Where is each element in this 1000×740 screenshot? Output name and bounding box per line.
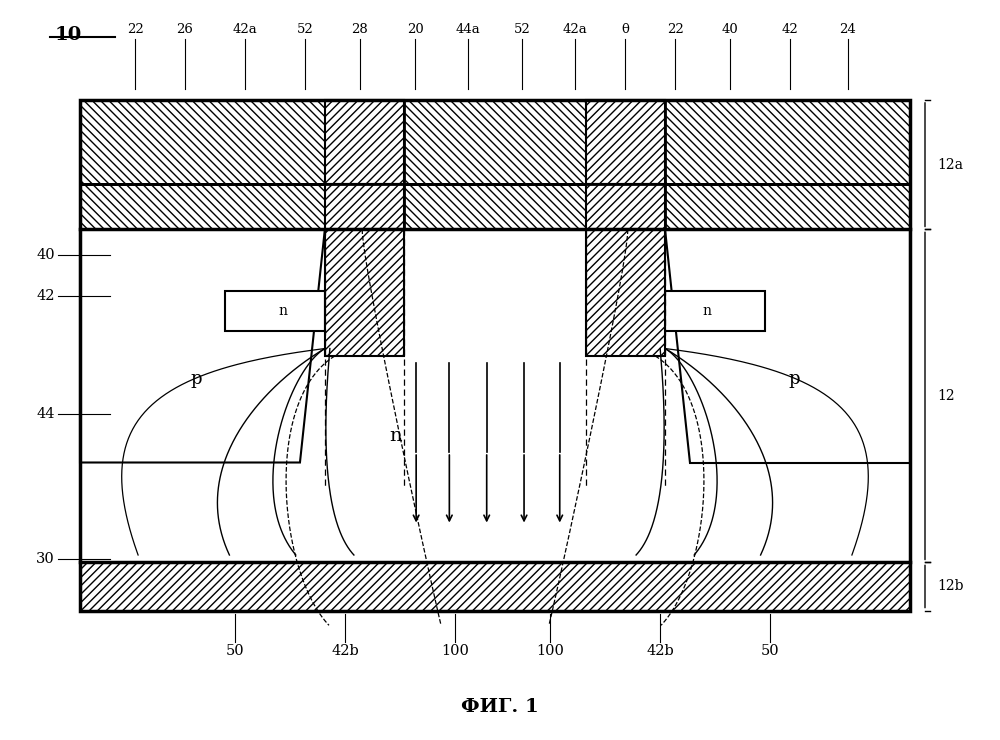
Bar: [80, 184, 325, 229]
Bar: [80, 562, 910, 610]
Text: 12a: 12a: [937, 158, 963, 172]
Bar: [404, 184, 586, 229]
Text: 50: 50: [761, 644, 779, 658]
Text: 30: 30: [36, 552, 55, 565]
Text: p: p: [788, 370, 800, 388]
Text: 44a: 44a: [456, 22, 480, 36]
Text: 12: 12: [937, 389, 955, 403]
Bar: [586, 184, 665, 229]
Text: 42b: 42b: [331, 644, 359, 658]
Bar: [325, 184, 404, 229]
Bar: [404, 100, 586, 184]
Text: n: n: [279, 304, 288, 318]
Bar: [665, 291, 765, 331]
Text: 20: 20: [407, 22, 423, 36]
Text: 100: 100: [536, 644, 564, 658]
Bar: [80, 229, 910, 562]
Text: p: p: [190, 370, 202, 388]
Text: 22: 22: [667, 22, 683, 36]
Text: 40: 40: [36, 249, 55, 262]
Text: 44: 44: [36, 408, 55, 421]
Text: 42a: 42a: [233, 22, 257, 36]
Bar: [325, 100, 404, 184]
Text: 42a: 42a: [563, 22, 587, 36]
Text: n: n: [389, 427, 402, 445]
Text: n: n: [702, 304, 711, 318]
Text: θ: θ: [621, 22, 629, 36]
Text: 50: 50: [226, 644, 244, 658]
Text: 22: 22: [127, 22, 143, 36]
Polygon shape: [665, 229, 910, 462]
Bar: [586, 100, 665, 184]
Bar: [80, 100, 325, 184]
Bar: [325, 229, 404, 356]
Text: 24: 24: [840, 22, 856, 36]
Text: 42: 42: [782, 22, 798, 36]
Text: 28: 28: [352, 22, 368, 36]
Bar: [225, 291, 325, 331]
Text: ФИГ. 1: ФИГ. 1: [461, 698, 539, 716]
Text: 10: 10: [55, 26, 82, 44]
Text: 26: 26: [177, 22, 193, 36]
Bar: [665, 100, 910, 184]
Polygon shape: [80, 229, 325, 462]
Bar: [80, 100, 910, 610]
Text: 52: 52: [514, 22, 530, 36]
Text: 52: 52: [297, 22, 313, 36]
Bar: [586, 229, 665, 356]
Text: 100: 100: [441, 644, 469, 658]
Text: 42: 42: [36, 289, 55, 303]
Bar: [665, 184, 910, 229]
Text: 12b: 12b: [937, 579, 964, 593]
Text: 42b: 42b: [646, 644, 674, 658]
Text: 40: 40: [722, 22, 738, 36]
